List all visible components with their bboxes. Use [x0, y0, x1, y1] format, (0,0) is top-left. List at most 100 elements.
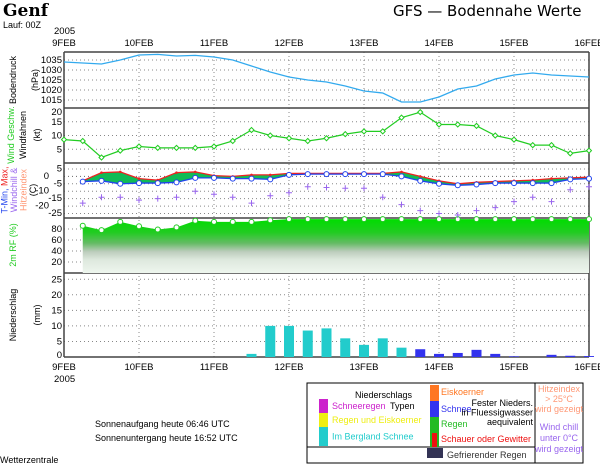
humidity-point [342, 216, 349, 223]
x-tick-label-top: 15FEB [499, 38, 528, 49]
temperature-axis-part: T-Min, [0, 186, 10, 214]
tmin-point [473, 181, 480, 188]
precip-bar [321, 328, 332, 357]
model-run: Lauf: 00Z [3, 20, 42, 30]
y-tick-label: 0 [57, 350, 62, 361]
humidity-point [136, 223, 142, 230]
legend-label: Gefrierender Regen [447, 450, 527, 460]
x-tick-label-top: 14FEB [424, 38, 453, 49]
x-tick-label-bottom: 9FEB [52, 362, 76, 373]
tmin-point [379, 171, 386, 178]
pressure-axis-title: Bodendruck [8, 55, 18, 104]
wind-axis-title2: Windfahnen [18, 111, 28, 159]
humidity-point [117, 218, 124, 225]
wind-point [342, 130, 349, 138]
heat-note: Hitzeindex [538, 384, 581, 394]
tmin-point [79, 178, 86, 185]
y-tick-label: 10 [51, 321, 62, 332]
wind-point [454, 121, 461, 128]
y-tick-label: 5 [57, 144, 62, 155]
wind-point [360, 128, 368, 135]
humidity-point [511, 216, 517, 223]
tmin-point [286, 171, 292, 178]
tmin-point [511, 180, 517, 187]
y-tick-label: 20 [51, 257, 62, 268]
precip-bar [471, 349, 482, 357]
sunset-text: Sonnenuntergang heute 16:52 UTC [95, 433, 238, 443]
y-tick-label: 15 [51, 117, 62, 128]
x-tick-label-top: 16FEB [574, 38, 600, 49]
humidity-point [192, 217, 199, 224]
temperature-axis-title: T-Min, Max, [0, 166, 10, 213]
city-name: Genf [3, 1, 50, 21]
tmin-point [436, 180, 442, 187]
wind-point [548, 141, 555, 149]
humidity-point [98, 227, 105, 234]
wind-point [267, 132, 274, 139]
x-tick-label-bottom: 14FEB [424, 362, 453, 373]
wind-point [229, 137, 236, 145]
humidity-point [286, 216, 292, 223]
windchill-marker [379, 194, 386, 201]
windchill-marker [117, 194, 124, 201]
wind-point [154, 144, 161, 152]
x-tick-label-bottom: 16FEB [574, 362, 600, 373]
windchill-marker [323, 184, 330, 191]
humidity-point [267, 217, 274, 224]
humidity-point [323, 216, 330, 223]
legend-label: Schneeregen [332, 401, 386, 411]
tmin-point [454, 182, 461, 189]
precip-bar [452, 352, 463, 357]
legend-swatch [319, 427, 328, 446]
temperature-axis-part: Max, [0, 166, 10, 186]
precip-bar [359, 344, 369, 357]
tmax-point [100, 171, 103, 174]
tmin-point [98, 177, 105, 184]
y-tick-label: 80 [51, 224, 62, 235]
wind-point [398, 114, 405, 121]
legend-box [306, 382, 584, 464]
humidity-point [248, 218, 255, 225]
heat-note: wird gezeigt [534, 404, 584, 414]
legend-label: Regen [441, 419, 468, 429]
humidity-point [79, 222, 86, 229]
humidity-point [417, 216, 424, 223]
tmax-point [175, 171, 178, 174]
humidity-point [379, 216, 386, 223]
y-tick-label: 1020 [41, 85, 62, 96]
legend-label: Schauer oder Gewitter [441, 434, 531, 444]
precip-bar [434, 353, 444, 357]
precip-bar [246, 353, 257, 357]
y-tick-label: 0 [44, 171, 49, 182]
y-tick-label: -10 [35, 186, 49, 197]
precip-bar [546, 354, 557, 357]
tmax-point [268, 173, 272, 177]
y-tick-label: 10 [51, 131, 62, 142]
legend-title: Typen [390, 401, 415, 411]
y-tick-label: -5 [54, 178, 62, 189]
humidity-area [82, 219, 589, 273]
legend-swatch [319, 399, 328, 413]
tmax-line [82, 171, 590, 185]
tmin-point [417, 177, 424, 184]
humidity-point [586, 216, 592, 223]
precip-bar [565, 355, 576, 357]
y-tick-label: -25 [48, 208, 62, 219]
y-tick-label: -15 [48, 193, 62, 204]
wind-point [529, 141, 536, 149]
windchill-marker [286, 189, 292, 196]
tmin-point [548, 180, 555, 187]
legend-swatch [427, 448, 443, 458]
wind-point [323, 135, 330, 142]
tmax-point [137, 177, 141, 180]
source-label: Wetterzentrale [0, 455, 58, 465]
wind-point [248, 126, 255, 134]
humidity-point [529, 216, 536, 223]
y-tick-label: 20 [51, 290, 62, 301]
windchill-marker [567, 186, 574, 193]
humidity-point [548, 216, 555, 223]
humidity-axis-title: 2m RF (%) [8, 223, 18, 267]
windchill-marker [436, 210, 442, 217]
windchill-marker [267, 192, 274, 199]
